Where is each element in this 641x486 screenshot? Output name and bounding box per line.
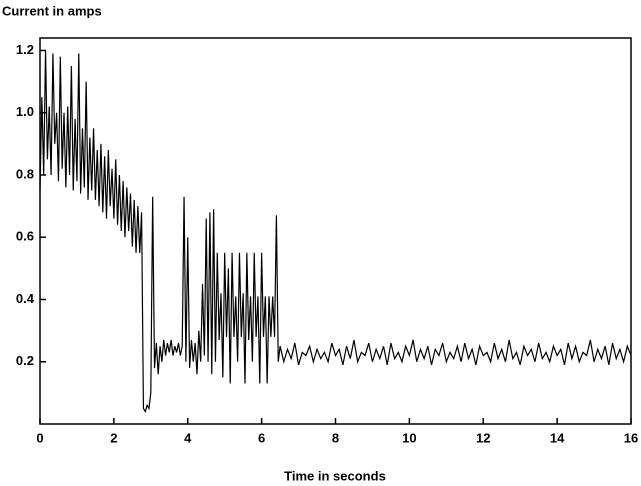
y-tick-label: 0.4 [16, 291, 35, 306]
y-axis-title: Current in amps [2, 3, 102, 18]
x-tick-label: 16 [624, 430, 638, 445]
x-tick-label: 6 [258, 430, 265, 445]
x-axis-title: Time in seconds [284, 468, 386, 483]
y-tick-label: 1.2 [16, 42, 34, 57]
data-line [39, 50, 632, 414]
y-tick-label: 0.6 [16, 229, 34, 244]
x-tick-label: 4 [184, 430, 192, 445]
y-tick-label: 0.2 [16, 353, 34, 368]
x-tick-label: 2 [110, 430, 117, 445]
y-tick-label: 0.8 [16, 166, 34, 181]
x-tick-label: 12 [476, 430, 490, 445]
x-tick-label: 0 [36, 430, 43, 445]
x-tick-label: 10 [402, 430, 416, 445]
x-tick-label: 8 [332, 430, 339, 445]
x-tick-label: 14 [550, 430, 565, 445]
y-tick-label: 1.0 [16, 104, 34, 119]
